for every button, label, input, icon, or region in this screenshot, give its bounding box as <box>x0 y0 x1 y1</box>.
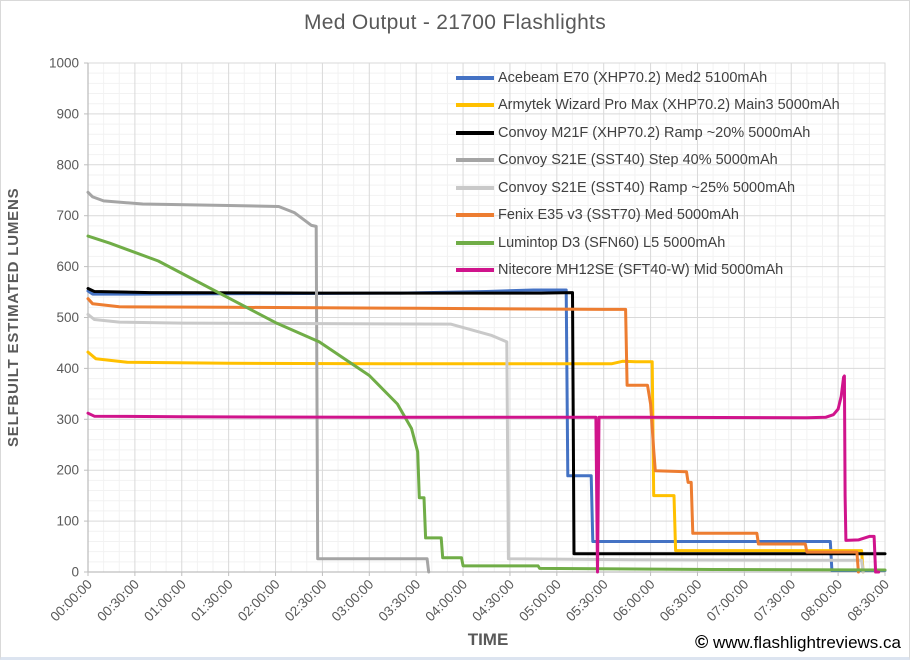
series-line-fenix-e35-v3 <box>86 297 860 574</box>
y-tick-label: 500 <box>56 310 79 325</box>
x-tick-label: 00:00:00 <box>47 577 95 625</box>
x-tick-label: 03:30:00 <box>376 577 424 625</box>
x-axis-title: TIME <box>467 630 509 649</box>
x-tick-label: 08:30:00 <box>844 577 892 625</box>
legend-item-convoy-m21f: Convoy M21F (XHP70.2) Ramp ~20% 5000mAh <box>456 119 840 147</box>
y-tick-label: 800 <box>56 157 79 172</box>
series-line-acebeam-e70 <box>86 288 887 572</box>
series-line-convoy-s21e-step <box>86 190 431 574</box>
x-tick-label: 05:30:00 <box>563 577 611 625</box>
x-tick-label: 06:30:00 <box>657 577 705 625</box>
legend-swatch-convoy-s21e-step <box>456 158 494 163</box>
y-tick-label: 200 <box>56 463 79 478</box>
copyright-icon: © <box>694 632 709 652</box>
x-tick-label: 08:00:00 <box>797 577 845 625</box>
legend-label: Fenix E35 v3 (SST70) Med 5000mAh <box>498 207 739 224</box>
legend-swatch-fenix-e35-v3 <box>456 213 494 218</box>
legend-item-nitecore-mh12se: Nitecore MH12SE (SFT40-W) Mid 5000mAh <box>456 257 840 285</box>
y-axis-title: SELFBUILT ESTIMATED LUMENS <box>5 187 22 448</box>
legend: Acebeam E70 (XHP70.2) Med2 5100mAh Armyte… <box>456 64 840 284</box>
copyright-watermark: © www.flashlightreviews.ca <box>695 632 901 653</box>
x-tick-label: 03:00:00 <box>329 577 377 625</box>
legend-item-lumintop-d3: Lumintop D3 (SFN60) L5 5000mAh <box>456 229 840 257</box>
x-tick-label: 04:00:00 <box>422 577 470 625</box>
x-tick-label: 07:00:00 <box>704 577 752 625</box>
legend-label: Convoy S21E (SST40) Step 40% 5000mAh <box>498 152 778 169</box>
legend-item-convoy-s21e-step: Convoy S21E (SST40) Step 40% 5000mAh <box>456 147 840 175</box>
legend-item-convoy-s21e-ramp: Convoy S21E (SST40) Ramp ~25% 5000mAh <box>456 174 840 202</box>
x-tick-label: 02:00:00 <box>235 577 283 625</box>
x-tick-label: 05:00:00 <box>516 577 564 625</box>
y-tick-label: 1000 <box>49 56 79 71</box>
y-tick-label: 700 <box>56 208 79 223</box>
legend-item-fenix-e35-v3: Fenix E35 v3 (SST70) Med 5000mAh <box>456 202 840 230</box>
y-tick-label: 900 <box>56 106 79 121</box>
legend-swatch-lumintop-d3 <box>456 240 494 245</box>
series-line-convoy-s21e-ramp <box>86 312 865 574</box>
legend-swatch-convoy-s21e-ramp <box>456 185 494 190</box>
series-line-nitecore-mh12se <box>86 374 881 574</box>
legend-swatch-nitecore-mh12se <box>456 268 494 273</box>
y-tick-label: 300 <box>56 412 79 427</box>
legend-label: Convoy S21E (SST40) Ramp ~25% 5000mAh <box>498 179 796 196</box>
legend-label: Lumintop D3 (SFN60) L5 5000mAh <box>498 234 726 251</box>
series-line-convoy-m21f <box>86 287 887 556</box>
x-tick-label: 04:30:00 <box>469 577 517 625</box>
legend-item-armytek-wizard-pro-max: Armytek Wizard Pro Max (XHP70.2) Main3 5… <box>456 92 840 120</box>
y-tick-label: 400 <box>56 361 79 376</box>
y-tick-label: 0 <box>71 565 79 580</box>
legend-item-acebeam-e70: Acebeam E70 (XHP70.2) Med2 5100mAh <box>456 64 840 92</box>
series-line-lumintop-d3 <box>86 234 887 572</box>
chart-title: Med Output - 21700 Flashlights <box>304 11 606 34</box>
legend-label: Convoy M21F (XHP70.2) Ramp ~20% 5000mAh <box>498 124 811 141</box>
y-tick-label: 100 <box>56 514 79 529</box>
x-tick-label: 07:30:00 <box>751 577 799 625</box>
x-tick-label: 06:00:00 <box>610 577 658 625</box>
x-tick-label: 01:00:00 <box>141 577 189 625</box>
x-tick-label: 02:30:00 <box>282 577 330 625</box>
legend-swatch-armytek-wizard-pro-max <box>456 103 494 108</box>
legend-label: Acebeam E70 (XHP70.2) Med2 5100mAh <box>498 69 768 86</box>
x-tick-label: 01:30:00 <box>188 577 236 625</box>
series-line-armytek-wizard-pro-max <box>86 350 865 574</box>
legend-swatch-convoy-m21f <box>456 130 494 135</box>
x-tick-label: 00:30:00 <box>94 577 142 625</box>
legend-label: Nitecore MH12SE (SFT40-W) Mid 5000mAh <box>498 262 784 279</box>
legend-swatch-acebeam-e70 <box>456 75 494 80</box>
y-tick-label: 600 <box>56 259 79 274</box>
legend-label: Armytek Wizard Pro Max (XHP70.2) Main3 5… <box>498 97 840 114</box>
copyright-text: www.flashlightreviews.ca <box>708 633 901 652</box>
